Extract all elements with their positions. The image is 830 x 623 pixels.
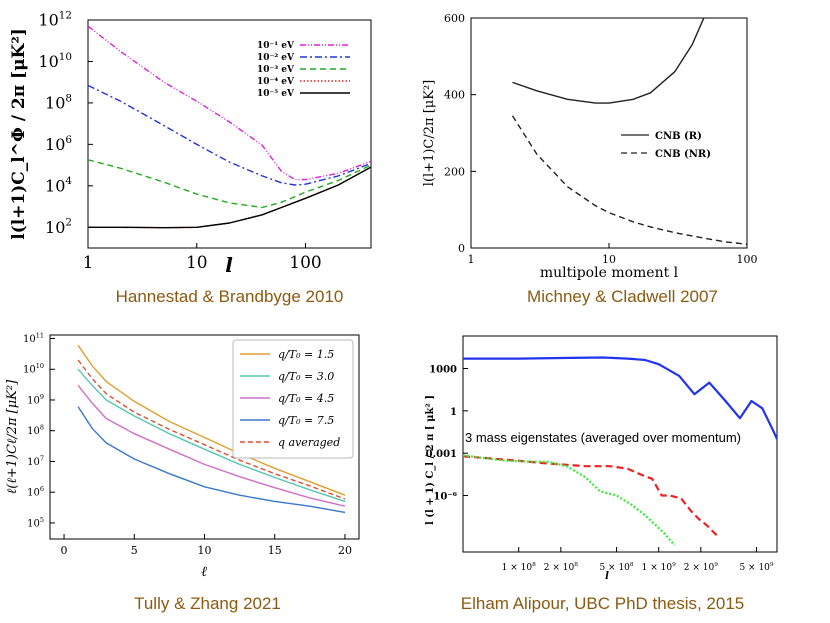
series-layer <box>77 344 346 514</box>
chart-hannestad: 1 10 100 102 104 106 108 1010 1012 10⁻¹ eV 10⁻² e… <box>9 9 372 277</box>
y-tick-label: 105 <box>27 516 44 530</box>
chart-alipour: 1 × 108 2 × 108 5 × 108 1 × 109 2 × 109 5 × 1… <box>425 335 778 582</box>
x-tick-label: 2 × 108 <box>544 562 578 573</box>
series-line-1 <box>511 115 747 245</box>
legend-label: 10⁻⁵ eV <box>257 89 295 99</box>
legend-label: q/T₀ = 4.5 <box>278 392 334 405</box>
x-axis-label: ℓ <box>201 564 207 580</box>
chart-michney: 1 10 100 0 200 400 600 CNB (R) CNB (NR) l(l+1)C… <box>422 12 758 281</box>
legend-label: q/T₀ = 3.0 <box>278 370 334 383</box>
x-tick-label: 5 × 108 <box>599 562 633 573</box>
y-tick-label: 1000 <box>429 364 457 375</box>
caption-tully: Tully & Zhang 2021 <box>134 594 281 613</box>
y-tick-label: 200 <box>444 165 465 178</box>
y-tick-label: 400 <box>444 89 465 102</box>
y-axis-label: l(l+1)C/2π [μK²] <box>422 80 437 186</box>
legend-label: q averaged <box>278 436 340 449</box>
y-tick-label: 106 <box>45 134 72 154</box>
series-line-0 <box>463 356 777 440</box>
x-tick-label: 15 <box>268 544 282 557</box>
legend-label: 10⁻³ eV <box>257 65 295 75</box>
x-tick-label: 1 <box>83 253 94 273</box>
y-tick-label: 104 <box>45 175 72 195</box>
y-tick-label: 102 <box>45 217 72 237</box>
x-tick-label: 1 × 108 <box>502 562 536 573</box>
legend-box <box>232 339 354 459</box>
y-tick-label: 1010 <box>38 51 72 71</box>
y-tick-label: 108 <box>45 92 72 112</box>
series-line-3 <box>88 166 371 229</box>
y-tick-label: 1 <box>450 407 457 418</box>
tick-layer: 1 10 100 102 104 106 108 1010 1012 <box>38 9 321 273</box>
series-layer <box>511 18 747 245</box>
chart-tully: 0 5 10 15 20 105 106 107 108 109 1010 1011 q/T₀ = 1… <box>5 332 360 580</box>
series-line-0 <box>88 25 371 181</box>
x-tick-label: 100 <box>737 253 758 266</box>
y-axis-label: ℓ(ℓ+1)Cℓ/2π [μK²] <box>5 379 20 494</box>
series-layer <box>88 25 371 229</box>
plot-frame <box>470 17 748 249</box>
series-line-4 <box>88 166 371 229</box>
legend-label: q/T₀ = 1.5 <box>278 348 334 361</box>
plot-frame <box>87 19 372 249</box>
series-line-2 <box>88 159 371 209</box>
legend-label: q/T₀ = 7.5 <box>278 414 334 427</box>
y-tick-label: 0.001 <box>426 449 457 460</box>
y-tick-label: 1012 <box>38 9 72 29</box>
x-axis-label: l <box>605 571 609 582</box>
tick-layer: 0 5 10 15 20 105 106 107 108 109 1010 1011 <box>23 332 352 557</box>
y-tick-label: 1010 <box>23 362 44 376</box>
legend-label: 10⁻² eV <box>257 53 295 63</box>
y-tick-label: 0 <box>458 242 465 255</box>
y-tick-label: 10⁻⁶ <box>433 492 457 503</box>
tick-layer: 1 10 100 0 200 400 600 <box>444 12 758 266</box>
legend-label: 10⁻⁴ eV <box>257 77 295 87</box>
series-layer <box>463 356 777 547</box>
legend-label: CNB (R) <box>655 131 702 142</box>
y-tick-label: 600 <box>444 12 465 25</box>
x-tick-label: 5 <box>131 544 138 557</box>
y-tick-label: 107 <box>27 454 44 468</box>
tick-layer: 1 × 108 2 × 108 5 × 108 1 × 109 2 × 109 5 × 1… <box>426 364 774 573</box>
series-line-3 <box>77 406 346 514</box>
y-axis-label: l (l + 1) C_l / 2 π [ μk² ] <box>425 395 436 525</box>
x-tick-label: 20 <box>338 544 352 557</box>
series-line-2 <box>77 384 346 507</box>
x-tick-label: 2 × 109 <box>684 562 718 573</box>
y-tick-label: 1011 <box>23 332 44 346</box>
caption-michney: Michney & Cladwell 2007 <box>527 287 718 306</box>
y-tick-label: 106 <box>27 485 44 499</box>
y-tick-label: 109 <box>27 393 44 407</box>
series-line-1 <box>463 455 718 537</box>
legend-label: 10⁻¹ eV <box>257 41 295 51</box>
x-tick-label: 10 <box>198 544 212 557</box>
x-tick-label: 10 <box>602 253 616 266</box>
x-axis-label: multipole moment l <box>540 265 679 281</box>
legend: 10⁻¹ eV 10⁻² eV 10⁻³ eV 10⁻⁴ eV 10⁻⁵ eV <box>257 41 350 99</box>
x-tick-label: 1 × 109 <box>642 562 676 573</box>
caption-alipour: Elham Alipour, UBC PhD thesis, 2015 <box>460 594 745 613</box>
y-tick-label: 108 <box>27 424 44 438</box>
x-tick-label: 100 <box>289 253 321 273</box>
legend: CNB (R) CNB (NR) <box>621 131 711 160</box>
series-line-4 <box>77 359 346 500</box>
caption-hannestad: Hannestad & Brandbyge 2010 <box>115 287 344 306</box>
x-tick-label: 10 <box>186 253 208 273</box>
y-axis-label: l(l+1)C_l^Φ / 2π [μK²] <box>9 28 29 240</box>
legend: q/T₀ = 1.5 q/T₀ = 3.0 q/T₀ = 4.5 q/T₀ = 7.5… <box>232 339 354 459</box>
series-line-1 <box>77 368 346 503</box>
series-line-1 <box>88 84 371 186</box>
x-tick-label: 5 × 109 <box>739 562 773 573</box>
plot-frame <box>462 335 778 553</box>
series-line-0 <box>512 18 705 104</box>
x-axis-label: l <box>225 253 233 277</box>
x-tick-label: 1 <box>468 253 475 266</box>
series-line-0 <box>77 344 346 496</box>
x-tick-label: 0 <box>61 544 68 557</box>
series-line-2 <box>463 454 676 547</box>
legend-label: CNB (NR) <box>655 149 711 160</box>
annotation: 3 mass eigenstates (averaged over moment… <box>465 430 741 445</box>
